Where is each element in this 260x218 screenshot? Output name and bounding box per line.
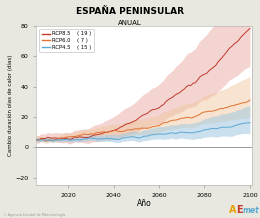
Text: met: met bbox=[243, 206, 260, 215]
Text: ESPAÑA PENINSULAR: ESPAÑA PENINSULAR bbox=[76, 7, 184, 15]
Text: A: A bbox=[229, 205, 236, 215]
Text: © Agencia Estatal de Meteorología: © Agencia Estatal de Meteorología bbox=[3, 213, 65, 217]
X-axis label: Año: Año bbox=[137, 199, 152, 208]
Text: ANUAL: ANUAL bbox=[118, 20, 142, 26]
Text: E: E bbox=[237, 205, 243, 215]
Legend: RCP8.5    ( 19 ), RCP6.0    ( 7 ), RCP4.5    ( 15 ): RCP8.5 ( 19 ), RCP6.0 ( 7 ), RCP4.5 ( 15… bbox=[39, 29, 94, 52]
Y-axis label: Cambio duración olas de calor (días): Cambio duración olas de calor (días) bbox=[7, 55, 13, 157]
